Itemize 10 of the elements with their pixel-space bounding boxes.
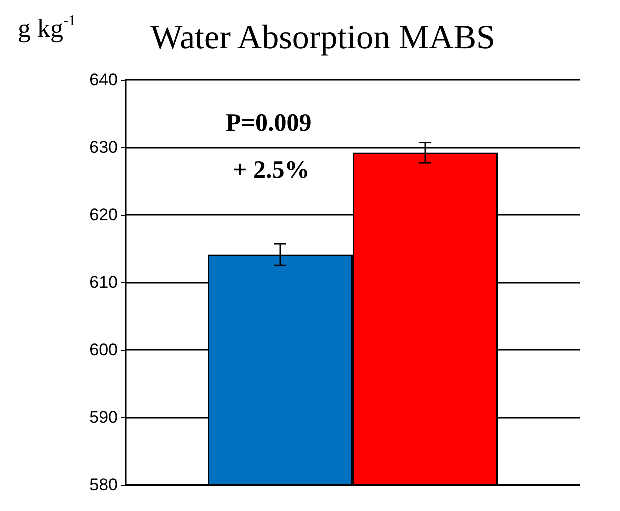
y-tick-label: 610 (90, 273, 118, 292)
annotation: + 2.5% (233, 157, 310, 184)
y-tick-label: 620 (90, 206, 118, 224)
y-tick-label: 580 (90, 476, 118, 494)
annotation: P=0.009 (226, 110, 312, 137)
y-tick-label: 640 (90, 70, 118, 90)
y-tick-label: 590 (90, 408, 118, 427)
chart-title: Water Absorption MABS (150, 20, 496, 56)
y-tick-label: 600 (90, 340, 118, 360)
y-tick-label: 630 (90, 138, 118, 157)
